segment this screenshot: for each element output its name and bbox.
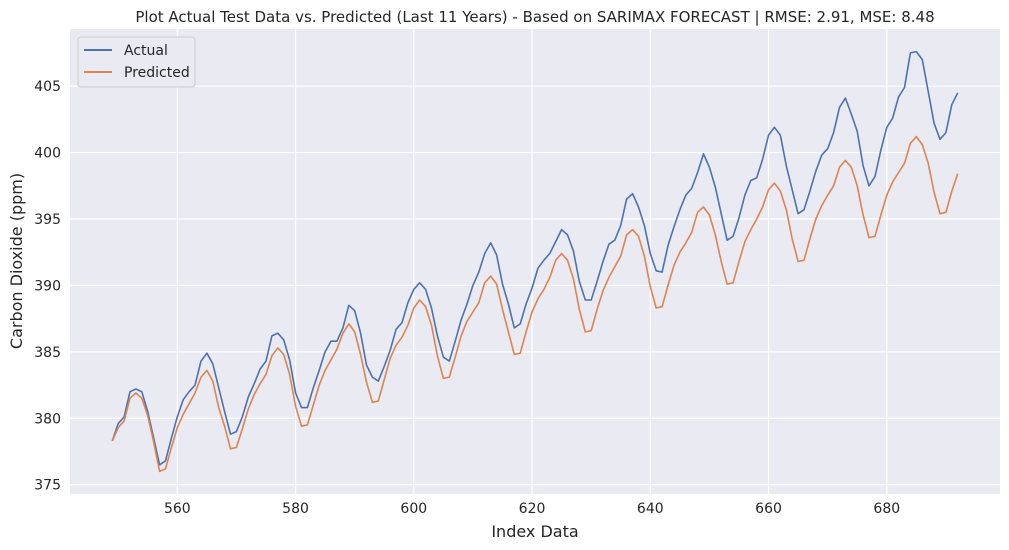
legend: Actual Predicted (77, 36, 196, 88)
x-tick-label: 620 (519, 501, 546, 517)
y-tick-labels: 375 380 385 390 395 400 405 (34, 79, 61, 494)
y-tick-label: 395 (34, 212, 61, 228)
x-tick-labels: 560 580 600 620 640 660 680 (164, 501, 900, 517)
series-line-actual (111, 50, 959, 466)
y-tick-label: 375 (34, 478, 61, 494)
y-tick-label: 380 (34, 411, 61, 427)
y-tick-label: 400 (34, 146, 61, 162)
x-axis-label: Index Data (491, 522, 578, 541)
x-tick-label: 640 (637, 501, 664, 517)
y-tick-label: 385 (34, 345, 61, 361)
x-tick-label: 660 (755, 501, 782, 517)
y-tick-label: 405 (34, 79, 61, 95)
legend-label-actual: Actual (124, 43, 168, 59)
series-line-predicted (111, 135, 959, 473)
chart-title: Plot Actual Test Data vs. Predicted (Las… (135, 8, 934, 26)
x-tick-label: 680 (873, 501, 900, 517)
y-axis-label: Carbon Dioxide (ppm) (7, 173, 26, 349)
x-tick-label: 560 (164, 501, 191, 517)
legend-label-predicted: Predicted (124, 65, 190, 81)
grid (70, 29, 1000, 494)
x-tick-label: 600 (400, 501, 427, 517)
y-tick-label: 390 (34, 278, 61, 294)
x-tick-label: 580 (282, 501, 309, 517)
series-layer (111, 50, 959, 473)
plot-area (70, 29, 1000, 494)
